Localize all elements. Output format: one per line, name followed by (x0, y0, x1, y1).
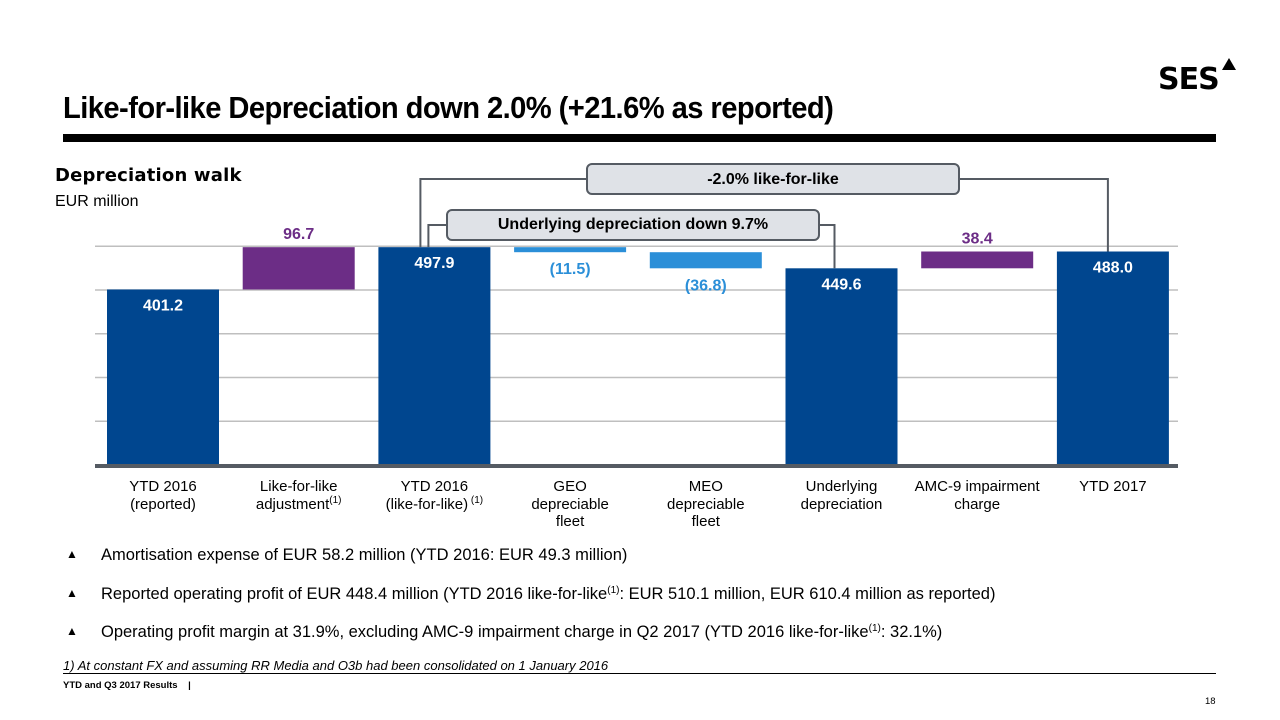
bullet-text: Operating profit margin at 31.9%, exclud… (101, 623, 869, 641)
title-divider (63, 134, 1216, 142)
data-label: 401.2 (143, 297, 183, 314)
data-label: (11.5) (550, 261, 591, 278)
triangle-up-icon (1222, 58, 1236, 70)
bracket-left-outer (419, 178, 586, 248)
triangle-bullet-icon: ▲ (66, 624, 78, 638)
bar-total (785, 268, 898, 465)
bars (107, 247, 1169, 465)
data-label: 488.0 (1093, 260, 1133, 277)
triangle-bullet-icon: ▲ (66, 586, 78, 600)
bracket-left-inner (427, 224, 446, 248)
bar-decrease (649, 252, 762, 269)
bar-increase (921, 251, 1034, 269)
bullet-text: : EUR 510.1 million, EUR 610.4 million a… (619, 585, 996, 603)
bullet-operating-margin: ▲ Operating profit margin at 31.9%, exclu… (66, 623, 942, 642)
data-label: 497.9 (414, 255, 454, 272)
unit-label: EUR million (55, 193, 139, 210)
bullet-operating-profit: ▲ Reported operating profit of EUR 448.4 … (66, 585, 995, 604)
chart-heading: Depreciation walk (55, 165, 242, 186)
data-label: 96.7 (283, 226, 314, 243)
category-label: AMC-9 impairment charge (914, 478, 1040, 513)
bullet-text: Amortisation expense of EUR 58.2 million… (101, 546, 628, 564)
data-label: (36.8) (685, 277, 727, 294)
category-label: YTD 2017 (1079, 478, 1147, 495)
bullet-text: : 32.1%) (880, 623, 943, 641)
bar-decrease (514, 247, 627, 253)
bar-increase (242, 247, 355, 290)
category-label: GEO depreciable fleet (531, 478, 609, 530)
bar-total (107, 289, 219, 465)
footer-text: YTD and Q3 2017 Results | (63, 680, 191, 691)
x-axis-line (95, 464, 1178, 468)
bracket-right-inner (820, 224, 836, 269)
footnote-ref: (1) (607, 585, 620, 596)
like-for-like-callout: -2.0% like-for-like (586, 163, 960, 195)
category-label: Like-for-like adjustment(1) (255, 478, 342, 513)
page-title: Like-for-like Depreciation down 2.0% (+2… (63, 90, 834, 125)
footnote-divider (63, 673, 1216, 674)
category-label: YTD 2016 (reported) (129, 478, 197, 513)
bracket-connectors (419, 178, 1109, 269)
gridlines (95, 245, 1178, 422)
ses-logo: SES (1158, 58, 1238, 97)
underlying-callout: Underlying depreciation down 9.7% (446, 209, 820, 241)
bar-total (378, 247, 491, 465)
logo-text: SES (1158, 62, 1219, 92)
bullet-text: Reported operating profit of EUR 448.4 m… (101, 585, 608, 603)
data-label: 449.6 (821, 276, 861, 293)
page-number: 18 (1205, 696, 1216, 707)
triangle-bullet-icon: ▲ (66, 547, 78, 561)
data-labels: 401.2 96.7 497.9 (11.5) (36.8) 449.6 38.4 488.0 (143, 226, 1133, 314)
category-label: YTD 2016 (like-for-like) (1) (385, 478, 484, 513)
bracket-right-outer (960, 178, 1109, 252)
category-label: MEO depreciable fleet (667, 478, 745, 530)
data-label: 38.4 (962, 231, 993, 248)
footnote: 1) At constant FX and assuming RR Media … (63, 658, 609, 673)
bullet-amortisation: ▲ Amortisation expense of EUR 58.2 millio… (66, 546, 627, 565)
bar-total (1056, 251, 1169, 465)
category-label: Underlying depreciation (800, 478, 883, 513)
footnote-ref: (1) (868, 623, 881, 634)
